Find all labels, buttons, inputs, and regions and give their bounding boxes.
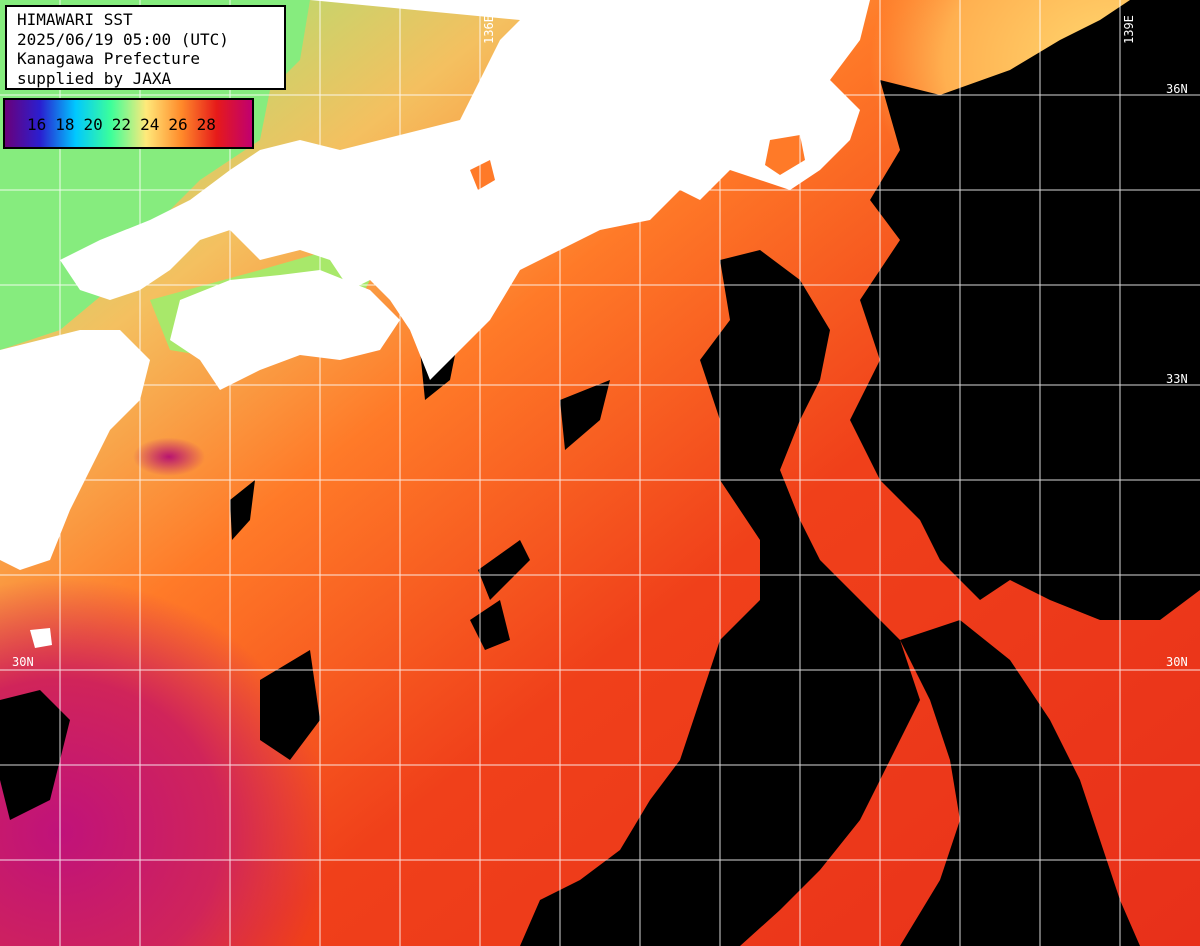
label-30n-left: 30N xyxy=(12,655,34,669)
label-139e: 139E xyxy=(1122,15,1136,44)
cloud-streak-1 xyxy=(478,540,530,600)
map-datetime: 2025/06/19 05:00 (UTC) xyxy=(17,29,229,49)
info-box: HIMAWARI SST 2025/06/19 05:00 (UTC) Kana… xyxy=(5,5,286,90)
legend-tick-28: 28 xyxy=(196,115,216,134)
map-region: Kanagawa Prefecture xyxy=(17,49,201,68)
cloud-streak-5 xyxy=(0,690,70,820)
shikoku xyxy=(170,270,400,390)
label-36n: 36N xyxy=(1166,82,1188,96)
cloud-streak-3 xyxy=(230,480,255,540)
map-credit: supplied by JAXA xyxy=(17,68,172,88)
island-small-2 xyxy=(470,160,495,190)
cloud-streak-2 xyxy=(560,380,610,450)
legend-tick-20: 20 xyxy=(83,115,103,134)
legend-tick-22: 22 xyxy=(111,115,132,134)
legend-tick-24: 24 xyxy=(140,115,160,134)
temperature-legend: 16 18 20 22 24 26 28 xyxy=(3,98,254,149)
cloud-streak-4 xyxy=(260,650,320,760)
legend-tick-labels: 16 18 20 22 24 26 28 xyxy=(27,115,216,134)
legend-color-bar xyxy=(5,100,252,147)
cloud-band-center xyxy=(520,250,920,946)
island-small-1 xyxy=(30,628,52,648)
kyushu xyxy=(0,330,150,570)
legend-tick-18: 18 xyxy=(55,115,75,134)
label-136e: 136E xyxy=(482,15,496,44)
cloud-mass-east xyxy=(850,0,1200,620)
map-title: HIMAWARI SST xyxy=(17,10,133,29)
legend-tick-26: 26 xyxy=(168,115,188,134)
legend-tick-16: 16 xyxy=(27,115,47,134)
island-kii xyxy=(765,135,805,175)
label-33n: 33N xyxy=(1166,372,1188,386)
label-30n-right: 30N xyxy=(1166,655,1188,669)
